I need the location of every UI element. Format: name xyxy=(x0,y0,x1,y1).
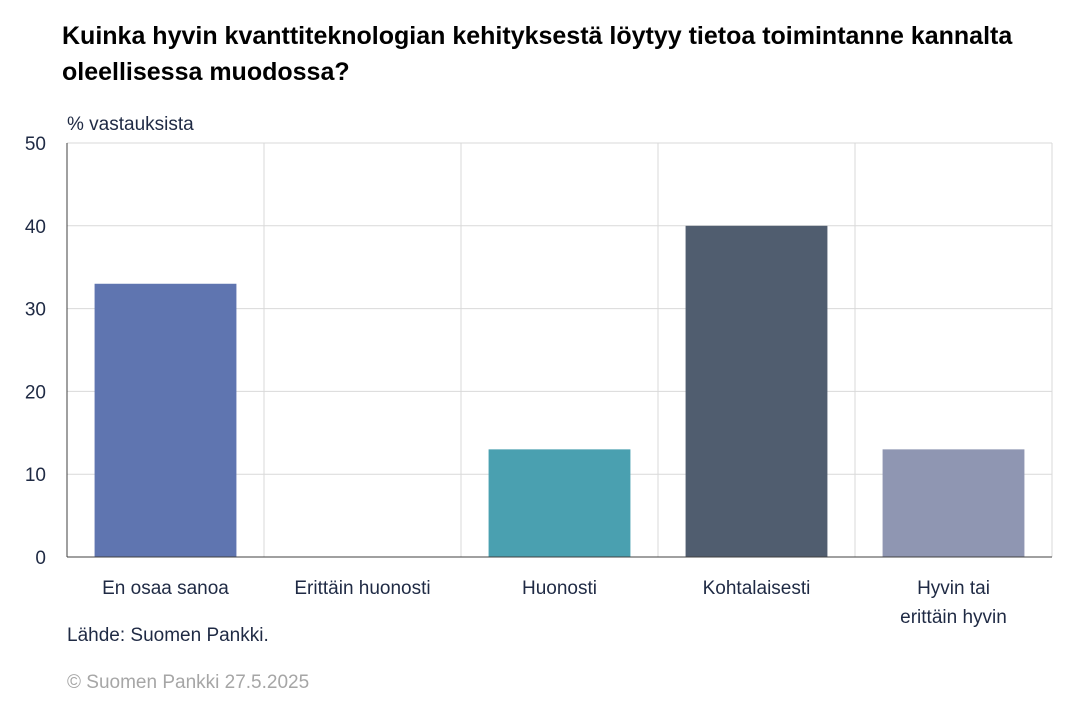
x-category-label: Hyvin tai erittäin hyvin xyxy=(900,578,1007,628)
y-tick-labels: 0 10 20 30 40 50 xyxy=(25,134,46,569)
x-category-labels: En osaa sanoa Erittäin huonosti Huonosti Ko… xyxy=(102,578,1007,628)
x-category-label: Kohtalaisesti xyxy=(703,578,811,599)
bar xyxy=(94,283,237,557)
y-tick-label: 10 xyxy=(25,465,46,486)
axes xyxy=(66,143,1052,558)
x-category-label: Huonosti xyxy=(522,578,597,599)
bar xyxy=(882,449,1025,557)
chart-title: Kuinka hyvin kvanttiteknologian kehityks… xyxy=(62,22,1013,86)
bar xyxy=(685,225,828,558)
y-tick-label: 30 xyxy=(25,300,46,321)
y-axis-unit-label: % vastauksista xyxy=(67,114,194,135)
bar xyxy=(488,449,631,557)
y-tick-label: 20 xyxy=(25,382,46,403)
x-category-label: En osaa sanoa xyxy=(102,578,229,599)
y-tick-label: 0 xyxy=(35,548,46,569)
x-category-label: Erittäin huonosti xyxy=(294,578,430,599)
copyright-note: © Suomen Pankki 27.5.2025 xyxy=(67,672,310,693)
bars xyxy=(94,225,1025,558)
y-tick-label: 40 xyxy=(25,217,46,238)
y-tick-label: 50 xyxy=(25,134,46,155)
source-note: Lähde: Suomen Pankki. xyxy=(67,625,269,646)
